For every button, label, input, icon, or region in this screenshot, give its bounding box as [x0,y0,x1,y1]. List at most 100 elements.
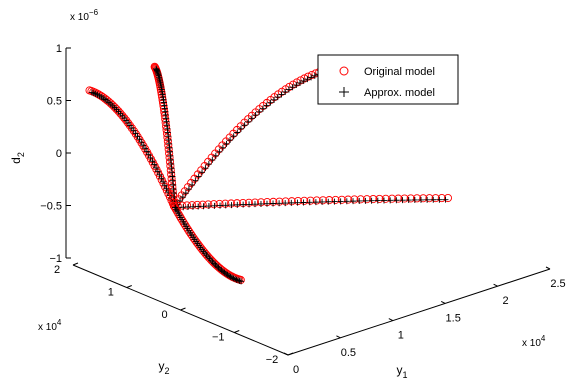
approx-model-point [195,203,202,210]
approx-model-point [199,169,206,176]
approx-model-point [436,196,443,203]
approx-model-point [230,133,237,140]
approx-model-point [224,271,231,278]
approx-model-point [161,182,168,189]
y2-tick-label: 0 [161,309,167,321]
y2-tick-label: 2 [54,264,60,276]
approx-model-point [285,86,292,93]
branch-1 [85,86,179,211]
approx-model-point [368,197,375,204]
approx-model-point [259,105,266,112]
approx-model-point [212,152,219,159]
y2-tick-mark [72,262,79,266]
approx-model-point [308,74,315,81]
legend-label-original: Original model [364,66,435,78]
approx-model-point [153,164,160,171]
approx-model-point [240,201,247,208]
approx-model-point [248,115,255,122]
original-model-point [381,194,390,203]
original-model-point [167,178,177,187]
approx-model-point [209,156,216,163]
original-model-point [344,195,353,204]
original-model-point [207,256,216,265]
approx-model-point [151,161,158,168]
y1-tick-mark [388,318,394,322]
original-model-point [168,183,177,192]
approx-model-point [229,274,236,281]
y2-tick-mark [180,307,186,311]
legend: Original model Approx. model [317,54,459,105]
approx-model-point [195,173,202,180]
approx-model-point [263,102,270,109]
original-model-point [387,194,397,203]
approx-model-point [350,198,357,205]
branch-3 [169,62,342,211]
approx-model-point [405,197,412,204]
original-model-point [129,126,138,136]
y2-tick-mark [126,285,132,288]
original-model-point [369,194,378,204]
branch-4 [169,193,453,211]
y1-tick-mark [283,352,289,356]
approx-model-point [160,178,167,185]
original-model-point [400,194,409,203]
approx-model-point [214,263,221,270]
y2-tick-mark [287,352,294,356]
approx-model-point [211,202,218,209]
approx-model-point [263,200,270,207]
approx-model-point [337,198,344,205]
approx-model-point [300,199,307,206]
approx-model-point [288,199,295,206]
approx-model-point [88,89,95,96]
original-model-point [300,74,309,83]
approx-model-point [143,148,150,155]
original-model-point [394,194,403,203]
approx-model-point [189,203,196,210]
approx-model-point [306,199,313,206]
axis-ticks [66,47,551,356]
original-model-point [168,187,177,196]
approx-model-point [256,108,263,115]
approx-model-point [325,198,332,205]
approx-model-point [182,190,189,197]
approx-model-point [270,200,277,207]
approx-model-point [230,275,237,282]
approx-model-point [417,196,424,203]
approx-model-point [211,260,218,267]
d2-tick-label: −0.5 [40,201,62,213]
y1-tick-mark [336,335,341,339]
approx-model-point [179,194,186,201]
approx-model-point [294,199,301,206]
d2-axis-label: d2 [9,152,26,164]
approx-model-point [238,278,245,285]
approx-model-point [234,201,241,208]
approx-model-point [311,72,318,79]
approx-model-point [257,200,264,207]
original-model-point [127,124,136,133]
original-model-point [337,195,346,204]
approx-model-point [220,268,227,275]
original-model-point [296,76,305,85]
approx-model-point [221,269,228,276]
approx-model-point [192,177,199,184]
original-model-point [306,196,315,205]
approx-model-point [274,94,281,101]
approx-model-point [212,261,219,268]
approx-model-point [227,137,234,144]
y2-tick-label: 1 [108,287,114,299]
original-model-point [124,118,133,128]
legend-marker-approx [339,87,349,97]
approx-model-point [374,197,381,204]
y2-tick-mark [234,330,240,333]
approx-model-point [245,118,252,125]
approx-model-point [424,196,431,203]
original-model-point [209,258,218,267]
original-model-point [307,70,316,80]
original-model-point [443,193,453,203]
approx-model-point [219,144,226,151]
approx-model-point [343,198,350,205]
approx-model-point [216,148,223,155]
y2-tick-label: −2 [266,354,279,366]
approx-model-point [145,151,152,158]
